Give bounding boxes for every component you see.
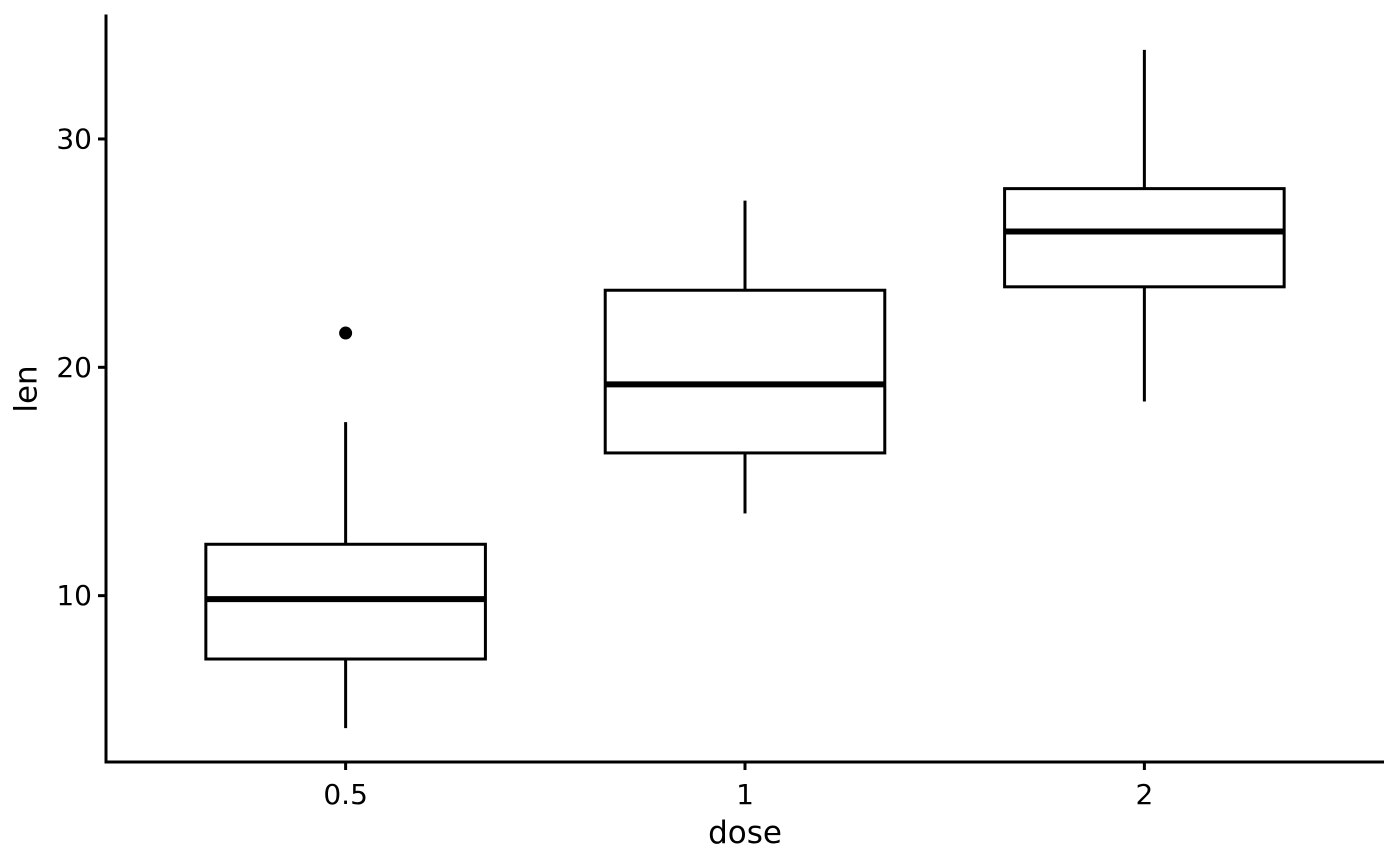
y-tick-label: 30 [56, 122, 92, 155]
iqr-box [1003, 187, 1286, 289]
x-tick-label: 2 [1135, 778, 1153, 811]
x-axis-title: dose [708, 815, 782, 851]
y-tick-label: 10 [56, 579, 92, 612]
x-tick-label: 1 [736, 778, 754, 811]
boxplot-group [204, 326, 487, 729]
y-axis-title: len [8, 365, 45, 413]
y-tick-label: 20 [56, 351, 92, 384]
outlier-point [339, 326, 353, 340]
boxplot-group [603, 200, 887, 514]
iqr-box [603, 288, 887, 455]
boxplot-group [1003, 49, 1286, 402]
x-tick-label: 0.5 [323, 778, 368, 811]
